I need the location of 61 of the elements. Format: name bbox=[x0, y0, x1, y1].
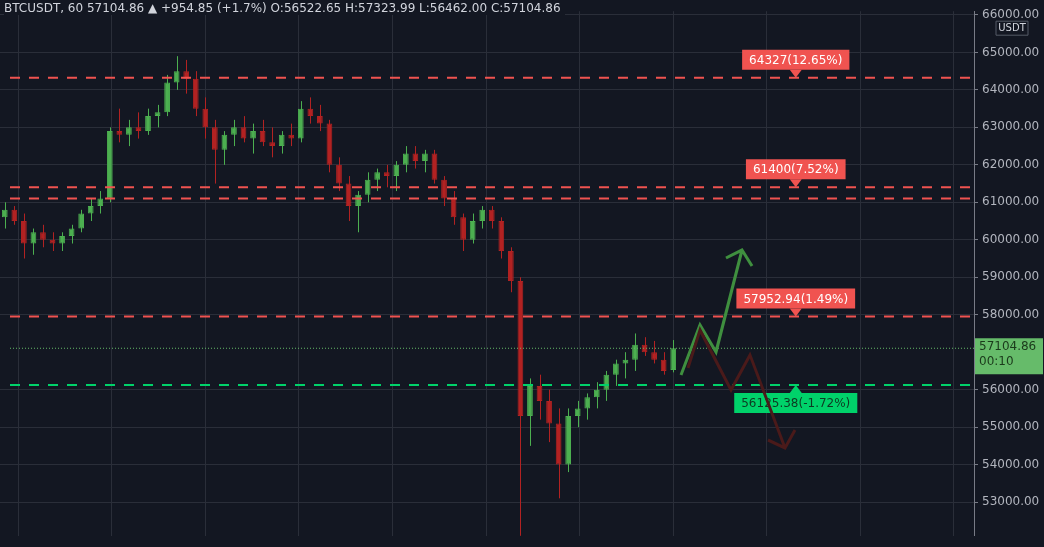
candlestick bbox=[116, 108, 123, 143]
candlestick bbox=[231, 119, 237, 147]
candlestick bbox=[11, 205, 18, 226]
candlestick bbox=[78, 209, 85, 233]
candlestick bbox=[393, 160, 400, 192]
y-tick-label: 62000.00 bbox=[982, 156, 1040, 171]
candlestick bbox=[402, 145, 409, 173]
candlestick bbox=[374, 168, 381, 192]
candlestick bbox=[441, 175, 447, 207]
candlestick bbox=[422, 149, 428, 173]
candlestick bbox=[21, 213, 27, 260]
candlestick bbox=[584, 392, 591, 421]
candlestick bbox=[460, 213, 466, 252]
y-tick-label: 59000.00 bbox=[982, 269, 1040, 284]
y-tick-label: 54000.00 bbox=[982, 456, 1040, 471]
y-tick-label: 66000.00 bbox=[982, 7, 1040, 22]
y-tick-label: 63000.00 bbox=[982, 119, 1040, 134]
candlestick bbox=[660, 351, 667, 376]
candlestick bbox=[307, 96, 314, 125]
candlestick bbox=[364, 171, 371, 203]
candlestick bbox=[383, 164, 390, 188]
ref-line-label: 61400(7.52%) bbox=[752, 162, 839, 177]
y-tick-label: 53000.00 bbox=[982, 494, 1040, 509]
candlestick bbox=[488, 205, 495, 230]
candlestick bbox=[546, 389, 552, 443]
candlestick bbox=[288, 123, 295, 147]
candlestick bbox=[593, 381, 600, 409]
candlestick bbox=[278, 130, 285, 155]
ref-line-label: 57104.86 00:10 bbox=[979, 339, 1037, 369]
candlestick bbox=[173, 55, 180, 91]
ref-line-label: 64327(12.65%) bbox=[749, 52, 843, 67]
candlestick bbox=[250, 123, 256, 155]
y-tick-label: 55000.00 bbox=[982, 419, 1040, 434]
candlestick bbox=[145, 108, 151, 136]
candlestick bbox=[469, 213, 476, 245]
y-tick-label: 58000.00 bbox=[982, 306, 1040, 321]
y-tick-label: 60000.00 bbox=[982, 231, 1040, 246]
candlestick bbox=[87, 198, 94, 222]
candlestick bbox=[40, 224, 46, 248]
candlestick bbox=[97, 190, 104, 215]
candlestick bbox=[336, 156, 342, 192]
candlestick bbox=[269, 126, 276, 158]
y-tick-label: 65000.00 bbox=[982, 44, 1040, 59]
chart-title: BTCUSDT, 60 57104.86 ▲ +954.85 (+1.7%) O:56522.65 H:57323.99 L:56462.00 C:57104.86 bbox=[4, 1, 565, 15]
candlestick bbox=[317, 104, 323, 132]
y-tick-label: 64000.00 bbox=[982, 82, 1040, 97]
y-axis-title: USDT bbox=[998, 21, 1027, 33]
candlestick bbox=[574, 400, 581, 428]
candlestick bbox=[613, 359, 619, 387]
candlestick bbox=[632, 332, 638, 372]
candlestick bbox=[211, 119, 218, 185]
candlestick bbox=[59, 231, 65, 252]
candlestick bbox=[202, 96, 209, 140]
candlestick bbox=[651, 340, 657, 364]
candlestick bbox=[670, 339, 677, 373]
candlestick bbox=[479, 205, 486, 230]
y-tick-label: 56000.00 bbox=[982, 381, 1040, 396]
candlestick bbox=[1, 201, 8, 230]
y-tick-label: 61000.00 bbox=[982, 194, 1040, 209]
candlestick bbox=[126, 119, 132, 147]
ref-line-label: 57952.94(1.49%) bbox=[743, 291, 849, 306]
